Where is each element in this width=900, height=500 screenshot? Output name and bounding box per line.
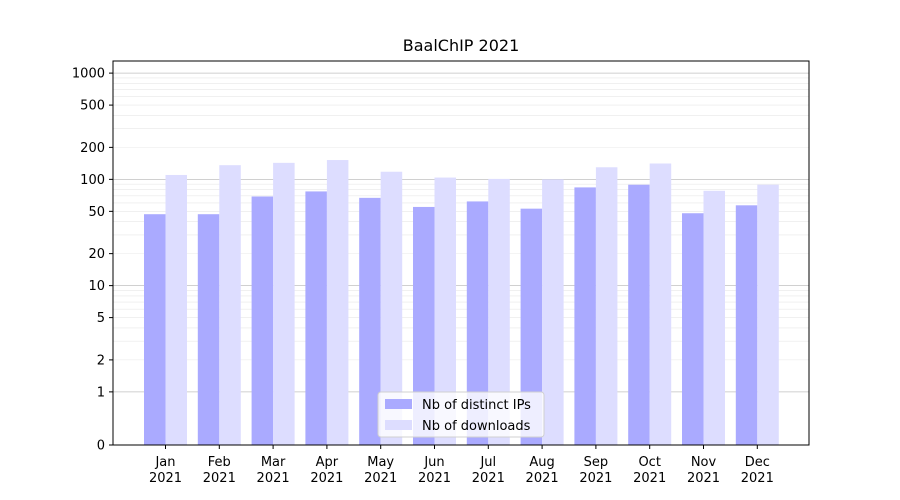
y-tick-label: 500 (80, 99, 105, 114)
legend: Nb of distinct IPs Nb of downloads (377, 391, 545, 438)
chart-title: BaalChIP 2021 (403, 36, 520, 55)
bar-distinct-ips (144, 214, 166, 445)
legend-swatch (385, 399, 412, 409)
bar-downloads (542, 179, 564, 445)
legend-swatch (385, 420, 412, 430)
y-tick-label: 1000 (72, 67, 105, 82)
y-tick-label: 2 (97, 353, 105, 368)
bar-downloads (434, 177, 456, 445)
bar-downloads (326, 160, 349, 445)
bar-distinct-ips (197, 214, 220, 445)
bars (144, 160, 779, 446)
bar-distinct-ips (413, 206, 435, 445)
x-axis: Jan 2021 Feb 2021 Mar 2021 Apr 2021 May 2021 Jun 20… (149, 445, 774, 486)
y-tick-label: 100 (80, 173, 105, 188)
bar-distinct-ips (682, 213, 704, 445)
bar-distinct-ips (359, 197, 381, 445)
bar-downloads (488, 178, 510, 445)
y-tick-label: 10 (88, 279, 105, 294)
x-tick-label: Apr 2021 (310, 455, 343, 486)
y-tick-label: 5 (97, 311, 105, 326)
bar-distinct-ips (735, 205, 758, 445)
legend-label: Nb of distinct IPs (422, 398, 531, 413)
bar-distinct-ips (520, 208, 543, 445)
bar-distinct-ips (628, 184, 650, 446)
x-tick-label: Dec 2021 (741, 455, 774, 486)
bar-downloads (595, 167, 618, 445)
bar-distinct-ips (574, 187, 596, 445)
legend-label: Nb of downloads (422, 419, 531, 434)
bar-distinct-ips (466, 201, 489, 445)
y-tick-label: 1 (97, 385, 105, 400)
x-tick-label: May 2021 (364, 455, 397, 486)
bar-distinct-ips (251, 196, 274, 445)
y-tick-label: 50 (88, 205, 105, 220)
bar-downloads (219, 165, 241, 446)
y-tick-label: 200 (80, 141, 105, 156)
bar-downloads (703, 190, 725, 445)
bar-downloads (649, 163, 672, 445)
x-tick-label: Feb 2021 (203, 455, 236, 486)
bar-downloads (757, 184, 779, 446)
x-tick-label: Jul 2021 (472, 455, 505, 486)
plot-frame (112, 60, 810, 446)
bar-distinct-ips (305, 191, 327, 445)
x-tick-label: Mar 2021 (257, 455, 290, 486)
x-tick-label: Nov 2021 (687, 455, 720, 486)
x-tick-label: Aug 2021 (526, 455, 559, 486)
bar-downloads (165, 174, 187, 446)
legend-box (377, 391, 545, 438)
x-tick-label: Sep 2021 (579, 455, 612, 486)
x-tick-label: Jan 2021 (149, 455, 182, 486)
y-axis: 0 1 2 5 10 20 50 100 200 500 1000 (72, 67, 113, 454)
x-tick-label: Jun 2021 (418, 455, 451, 486)
bar-downloads (380, 171, 403, 445)
bar-downloads (273, 162, 295, 445)
y-tick-label: 20 (88, 247, 105, 262)
x-tick-label: Oct 2021 (633, 455, 666, 486)
y-tick-label: 0 (97, 439, 105, 454)
